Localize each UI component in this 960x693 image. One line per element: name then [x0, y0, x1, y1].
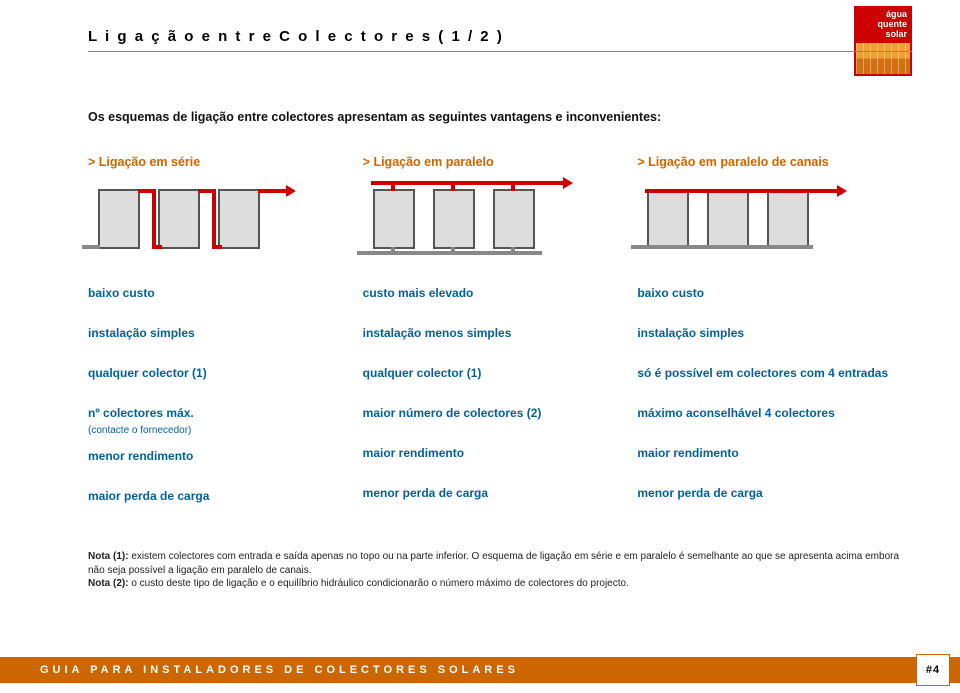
page-footer: GUIA PARA INSTALADORES DE COLECTORES SOL… [0, 657, 960, 683]
prop: maior número de colectores (2) [363, 405, 638, 435]
prop: menor perda de carga [637, 485, 912, 515]
col-paralelo-canais-heading: > Ligação em paralelo de canais [637, 155, 912, 169]
diagram-serie [88, 179, 323, 259]
prop: menor perda de carga [363, 485, 638, 515]
col-serie: > Ligação em série baixo custo instalaçã… [88, 155, 363, 528]
col-serie-heading: > Ligação em série [88, 155, 363, 169]
footer-text: GUIA PARA INSTALADORES DE COLECTORES SOL… [40, 664, 519, 676]
diagram-paralelo [363, 179, 598, 259]
prop: maior rendimento [637, 445, 912, 475]
note-2: Nota (2): o custo deste tipo de ligação … [88, 577, 912, 591]
prop: baixo custo [88, 285, 363, 315]
props-serie: baixo custo instalação simples qualquer … [88, 285, 363, 518]
note-1: Nota (1): existem colectores com entrada… [88, 550, 912, 577]
prop: instalação simples [637, 325, 912, 355]
props-paralelo: custo mais elevado instalação menos simp… [363, 285, 638, 515]
prop: maior perda de carga [88, 488, 363, 518]
prop: nº colectores máx. (contacte o fornecedo… [88, 405, 363, 438]
prop: menor rendimento [88, 448, 363, 478]
props-paralelo-canais: baixo custo instalação simples só é poss… [637, 285, 912, 515]
title-rule [88, 51, 912, 52]
prop: qualquer colector (1) [88, 365, 363, 395]
prop: só é possível em colectores com 4 entrad… [637, 365, 912, 395]
prop: máximo aconselhável 4 colectores [637, 405, 912, 435]
prop: baixo custo [637, 285, 912, 315]
intro-text: Os esquemas de ligação entre colectores … [88, 110, 661, 124]
page-title: L i g a ç ã o e n t r e C o l e c t o r … [88, 28, 912, 45]
columns: > Ligação em série baixo custo instalaçã… [88, 155, 912, 528]
col-paralelo: > Ligação em paralelo custo mais elevado… [363, 155, 638, 528]
prop: qualquer colector (1) [363, 365, 638, 395]
prop: instalação simples [88, 325, 363, 355]
notes: Nota (1): existem colectores com entrada… [88, 550, 912, 591]
col-paralelo-heading: > Ligação em paralelo [363, 155, 638, 169]
page-header: L i g a ç ã o e n t r e C o l e c t o r … [88, 28, 912, 52]
col-paralelo-canais: > Ligação em paralelo de canais baixo cu… [637, 155, 912, 528]
prop: maior rendimento [363, 445, 638, 475]
prop: instalação menos simples [363, 325, 638, 355]
diagram-paralelo-canais [637, 179, 872, 259]
page-number: #4 [916, 654, 950, 686]
prop: custo mais elevado [363, 285, 638, 315]
